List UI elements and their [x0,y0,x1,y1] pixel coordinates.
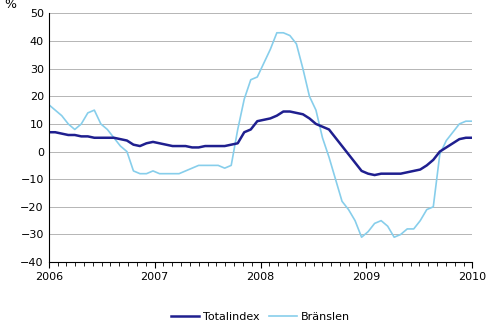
Totalindex [176,144,182,148]
Bränslen [235,127,241,131]
Totalindex [228,143,234,147]
Bränslen [78,122,84,126]
Bränslen [150,169,156,173]
Totalindex [469,136,475,140]
Bränslen [46,102,52,107]
Bränslen [228,163,234,167]
Totalindex [372,173,377,177]
Bränslen [176,172,182,176]
Legend: Totalindex, Bränslen: Totalindex, Bränslen [167,307,355,326]
Bränslen [274,31,280,35]
Bränslen [358,235,364,239]
Totalindex [46,130,52,134]
Y-axis label: %: % [4,0,17,11]
Bränslen [391,235,397,239]
Line: Bränslen: Bränslen [49,33,472,237]
Totalindex [235,141,241,145]
Line: Totalindex: Totalindex [49,112,472,175]
Bränslen [469,119,475,123]
Totalindex [391,172,397,176]
Totalindex [281,110,286,114]
Totalindex [78,134,84,138]
Totalindex [150,140,156,144]
